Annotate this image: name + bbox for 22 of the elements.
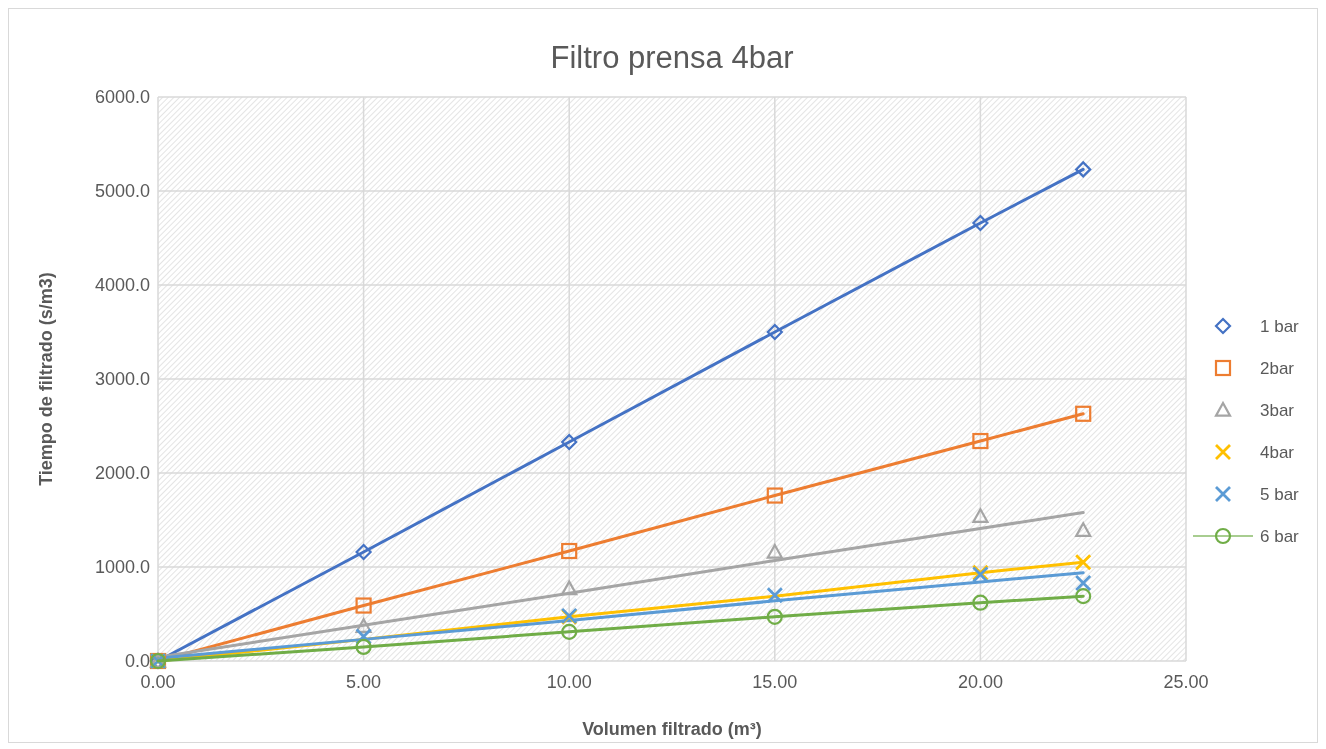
legend-label: 1 bar <box>1260 317 1300 336</box>
x-tick-label: 10.00 <box>546 672 592 692</box>
y-tick-label: 6000.0 <box>94 87 150 107</box>
y-tick-label: 2000.0 <box>94 463 150 483</box>
y-tick-label: 3000.0 <box>94 369 150 389</box>
y-tick-label: 5000.0 <box>94 181 150 201</box>
legend-label: 4bar <box>1260 443 1295 462</box>
x-tick-label: 20.00 <box>957 672 1003 692</box>
y-tick-label: 4000.0 <box>94 275 150 295</box>
legend-label: 3bar <box>1260 401 1295 420</box>
x-tick-label: 25.00 <box>1163 672 1209 692</box>
y-tick-label: 1000.0 <box>94 557 150 577</box>
x-tick-label: 15.00 <box>752 672 798 692</box>
legend-label: 6 bar <box>1260 527 1300 546</box>
x-axis-title: Volumen filtrado (m³) <box>582 719 762 739</box>
x-tick-label: 0.00 <box>140 672 176 692</box>
legend-label: 5 bar <box>1260 485 1300 504</box>
chart-title: Filtro prensa 4bar <box>550 40 794 75</box>
x-tick-label: 5.00 <box>346 672 382 692</box>
y-tick-label: 0.0 <box>124 651 150 671</box>
y-axis-title: Tiempo de filtrado (s/m3) <box>36 272 56 486</box>
legend-label: 2bar <box>1260 359 1295 378</box>
